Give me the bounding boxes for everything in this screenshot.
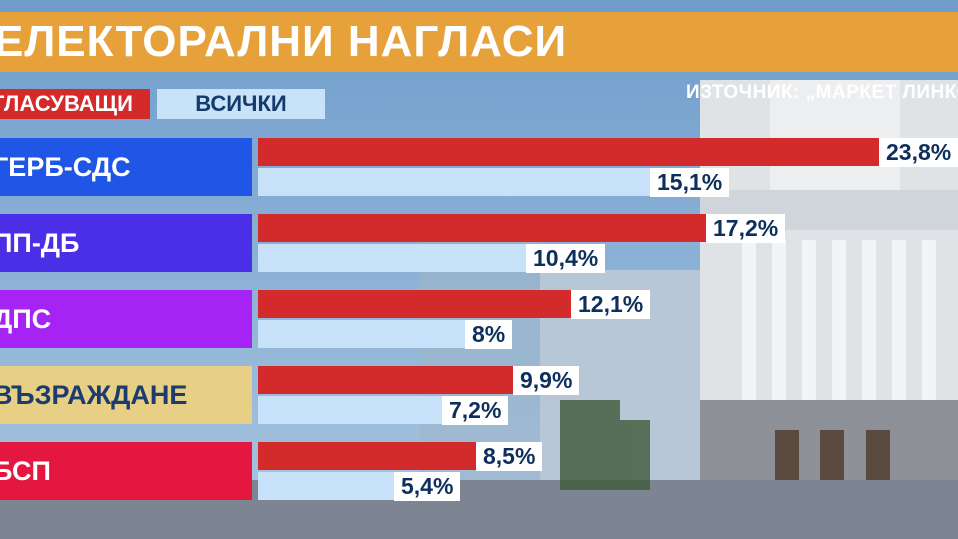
party-label-text: ДПС xyxy=(0,304,52,334)
party-label-text: ПП-ДБ xyxy=(0,228,80,258)
party-label: БСП xyxy=(0,442,252,500)
value-label-voters: 8,5% xyxy=(476,442,543,471)
bar-all xyxy=(258,396,449,424)
title-bar: ЕЛЕКТОРАЛНИ НАГЛАСИ xyxy=(0,12,958,72)
value-label-voters: 17,2% xyxy=(706,214,786,243)
party-label: ПП-ДБ xyxy=(0,214,252,272)
bar-voters xyxy=(258,366,520,394)
legend-all: ВСИЧКИ xyxy=(157,89,325,119)
value-label-all: 15,1% xyxy=(650,168,730,197)
bar-voters xyxy=(258,442,483,470)
bar-all xyxy=(258,168,658,196)
value-label-all: 8% xyxy=(465,320,513,349)
value-label-all: 10,4% xyxy=(526,244,606,273)
value-label-all: 7,2% xyxy=(442,396,509,425)
party-label: ГЕРБ-СДС xyxy=(0,138,252,196)
party-label: ДПС xyxy=(0,290,252,348)
bar-all xyxy=(258,320,470,348)
source-label: ИЗТОЧНИК: „МАРКЕТ ЛИНКС“ xyxy=(686,82,958,103)
party-label: ВЪЗРАЖДАНЕ xyxy=(0,366,252,424)
value-label-voters: 9,9% xyxy=(513,366,580,395)
bar-voters xyxy=(258,138,889,166)
value-label-all: 5,4% xyxy=(394,472,461,501)
bar-voters xyxy=(258,290,579,318)
bar-voters xyxy=(258,214,714,242)
value-label-voters: 23,8% xyxy=(879,138,958,167)
legend-all-label: ВСИЧКИ xyxy=(195,91,287,116)
party-label-text: ГЕРБ-СДС xyxy=(0,152,131,182)
value-label-voters: 12,1% xyxy=(571,290,651,319)
legend-voters: ГЛАСУВАЩИ xyxy=(0,89,150,119)
page-title: ЕЛЕКТОРАЛНИ НАГЛАСИ xyxy=(0,17,568,66)
legend-voters-label: ГЛАСУВАЩИ xyxy=(0,91,133,116)
bar-all xyxy=(258,472,401,500)
party-label-text: БСП xyxy=(0,456,51,486)
party-label-text: ВЪЗРАЖДАНЕ xyxy=(0,380,188,410)
bar-all xyxy=(258,244,534,272)
